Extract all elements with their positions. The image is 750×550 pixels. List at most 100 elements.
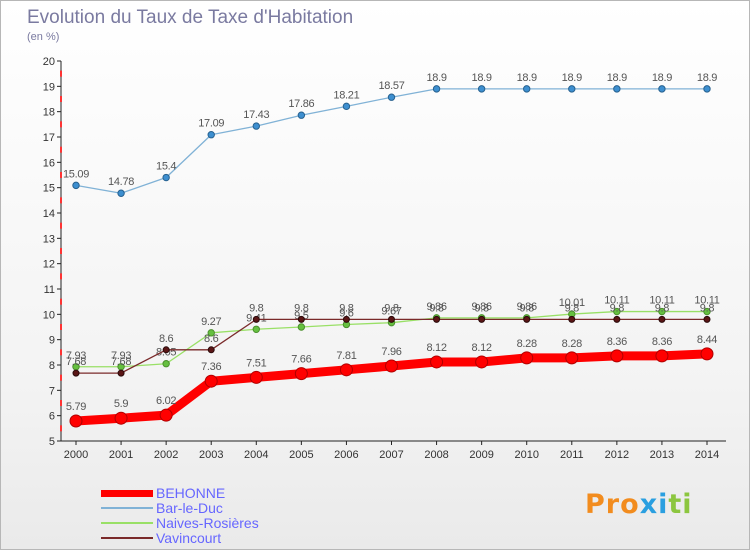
x-tick-label: 2000 <box>64 449 88 461</box>
chart-title: Evolution du Taux de Taxe d'Habitation <box>27 7 354 28</box>
data-point-vavincourt <box>703 315 711 323</box>
data-point-naives-rosi-res <box>207 329 215 337</box>
y-tick-label: 19 <box>43 81 55 93</box>
data-point-bar-le-duc <box>252 122 260 130</box>
data-label-vavincourt: 9.8 <box>249 302 264 314</box>
data-label-naives-rosi-res: 10.11 <box>649 295 674 307</box>
data-label-vavincourt: 9.8 <box>339 302 354 314</box>
x-tick-label: 2011 <box>560 449 584 461</box>
x-tick-label: 2012 <box>605 449 629 461</box>
x-tick-label: 2007 <box>379 449 403 461</box>
data-label-vavincourt: 8.6 <box>159 333 174 345</box>
y-tick-label: 17 <box>43 132 55 144</box>
data-point-naives-rosi-res <box>613 307 621 316</box>
y-tick-label: 12 <box>43 259 55 271</box>
data-label-bar-le-duc: 17.43 <box>243 109 269 121</box>
data-label-vavincourt: 7.68 <box>66 356 86 368</box>
data-point-bar-le-duc <box>207 131 215 139</box>
data-point-behonne <box>520 351 534 365</box>
data-label-bar-le-duc: 18.9 <box>652 72 672 84</box>
data-point-behonne <box>385 359 398 373</box>
data-point-behonne <box>69 414 83 428</box>
data-label-vavincourt: 9.8 <box>294 302 309 314</box>
data-point-naives-rosi-res <box>658 307 666 316</box>
data-label-naives-rosi-res: 9.86 <box>517 301 537 313</box>
data-label-naives-rosi-res: 10.11 <box>694 295 719 307</box>
data-point-vavincourt <box>117 369 125 377</box>
y-tick-label: 16 <box>43 157 55 169</box>
legend-label-bar-le-duc: Bar-le-Duc <box>156 500 223 516</box>
data-point-behonne <box>655 349 669 363</box>
x-tick-label: 2008 <box>424 449 448 461</box>
legend-label-vavincourt: Vavincourt <box>156 530 222 546</box>
series-line-bar-le-duc <box>75 88 708 194</box>
data-label-bar-le-duc: 15.4 <box>156 161 176 173</box>
data-label-vavincourt: 9.8 <box>384 302 399 314</box>
data-label-behonne: 7.66 <box>291 354 311 366</box>
data-label-naives-rosi-res: 9.27 <box>201 316 221 328</box>
x-tick-label: 2013 <box>650 449 674 461</box>
y-tick-label: 15 <box>43 183 55 195</box>
data-label-behonne: 5.79 <box>66 401 86 413</box>
legend-swatch-naives-rosieres <box>101 522 153 524</box>
data-label-bar-le-duc: 18.21 <box>333 89 359 101</box>
data-label-bar-le-duc: 18.9 <box>517 72 537 84</box>
data-point-vavincourt <box>433 315 441 323</box>
proxiti-logo: Proxiti <box>585 489 693 520</box>
data-label-behonne: 7.36 <box>201 361 221 373</box>
data-point-behonne <box>475 355 489 369</box>
data-point-behonne <box>159 408 173 422</box>
y-tick-label: 10 <box>43 309 55 321</box>
y-tick-label: 14 <box>43 208 55 220</box>
legend-swatch-behonne <box>101 490 153 497</box>
legend-swatch-bar-le-duc <box>101 507 153 509</box>
data-point-vavincourt <box>658 315 666 323</box>
data-label-naives-rosi-res: 7.93 <box>111 350 131 362</box>
data-label-naives-rosi-res: 10.11 <box>604 295 629 307</box>
data-point-naives-rosi-res <box>703 307 711 316</box>
data-label-behonne: 7.81 <box>336 350 356 362</box>
data-point-bar-le-duc <box>117 189 125 197</box>
data-point-naives-rosi-res <box>162 360 170 368</box>
data-label-behonne: 8.36 <box>652 336 672 348</box>
x-tick-label: 2001 <box>109 449 133 461</box>
legend-label-naives-rosieres: Naives-Rosières <box>156 515 259 531</box>
data-point-vavincourt <box>72 369 80 377</box>
data-label-bar-le-duc: 18.9 <box>426 72 446 84</box>
data-point-vavincourt <box>523 315 531 323</box>
data-label-behonne: 7.96 <box>381 346 401 358</box>
data-label-behonne: 7.51 <box>246 357 266 369</box>
data-point-bar-le-duc <box>477 85 486 93</box>
data-point-behonne <box>610 349 624 363</box>
data-label-bar-le-duc: 17.09 <box>198 118 224 130</box>
data-label-bar-le-duc: 18.57 <box>378 80 404 92</box>
data-point-bar-le-duc <box>658 85 666 93</box>
data-label-vavincourt: 9.8 <box>610 302 625 314</box>
data-point-bar-le-duc <box>432 85 441 93</box>
data-point-bar-le-duc <box>162 173 170 182</box>
data-label-bar-le-duc: 18.9 <box>607 72 627 84</box>
data-label-vavincourt: 9.8 <box>474 302 489 314</box>
data-label-behonne: 8.12 <box>472 342 492 354</box>
data-point-vavincourt <box>478 315 486 323</box>
y-tick-label: 5 <box>49 436 55 448</box>
y-tick-label: 20 <box>43 56 55 68</box>
data-label-naives-rosi-res: 9.67 <box>381 306 401 318</box>
data-point-behonne <box>430 355 444 369</box>
data-label-vavincourt: 8.6 <box>204 333 219 345</box>
data-point-behonne <box>294 367 308 381</box>
data-point-bar-le-duc <box>387 93 396 101</box>
data-point-behonne <box>565 351 579 365</box>
data-label-behonne: 8.36 <box>607 336 627 348</box>
data-label-bar-le-duc: 17.86 <box>288 98 314 110</box>
y-tick-label: 8 <box>49 360 55 372</box>
data-label-behonne: 6.02 <box>156 395 176 407</box>
y-tick-label: 6 <box>49 411 55 423</box>
data-point-naives-rosi-res <box>252 325 260 333</box>
y-tick-label: 18 <box>43 107 55 119</box>
data-point-behonne <box>204 374 218 388</box>
legend-label-behonne: BEHONNE <box>156 485 226 501</box>
data-label-naives-rosi-res: 9.6 <box>339 307 354 319</box>
data-label-vavincourt: 9.8 <box>520 302 535 314</box>
data-label-vavincourt: 9.8 <box>655 302 670 314</box>
